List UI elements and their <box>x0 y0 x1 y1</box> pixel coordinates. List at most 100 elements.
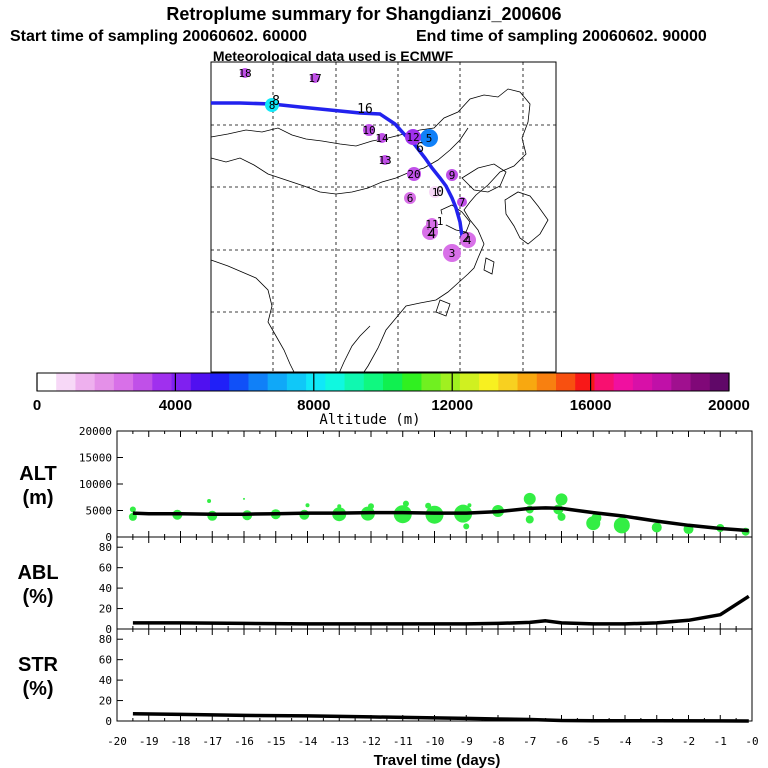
y-label-unit: (%) <box>22 586 53 608</box>
cluster-label: 1 <box>432 186 439 199</box>
x-tick-label: -10 <box>425 735 445 748</box>
cluster-label: 9 <box>449 169 456 182</box>
cluster-marker: 3 <box>443 244 461 262</box>
y-tick-label: 0 <box>105 715 112 728</box>
panel-frame <box>116 536 753 630</box>
alt-panel: 0 5000 10000 15000 20000 ALT(m) <box>19 425 753 544</box>
alt-scatter-point <box>463 523 470 530</box>
x-tick-label: -6 <box>555 735 568 748</box>
alt-scatter-point <box>305 503 310 508</box>
cluster-label: 13 <box>378 154 391 167</box>
colorbar-segment <box>171 373 192 391</box>
path-label: 2 <box>462 231 470 246</box>
colorbar-segment <box>690 373 711 391</box>
colorbar-segment <box>383 373 403 391</box>
colorbar-segment <box>113 373 134 391</box>
x-tick-label: -3 <box>650 735 663 748</box>
x-tick-label: -19 <box>139 735 159 748</box>
cluster-marker: 4 <box>460 232 476 248</box>
cluster-marker: 10 <box>362 124 376 137</box>
cluster-label: 6 <box>407 192 414 205</box>
x-tick-label: -15 <box>266 735 286 748</box>
y-tick-label: 20000 <box>79 425 112 438</box>
abl-panel: 0 20 40 60 80 ABL(%) <box>17 536 753 636</box>
y-tick-label: 40 <box>99 582 112 595</box>
colorbar-tick-label: 16000 <box>570 397 612 414</box>
cluster-marker: 6 <box>404 192 416 205</box>
cluster-label: 3 <box>449 247 456 260</box>
y-tick-label: 10000 <box>79 478 112 491</box>
subtitle-start: Start time of sampling 20060602. 60000 <box>10 28 307 45</box>
cluster-marker: 1 <box>429 186 441 199</box>
subtitle-met: Meteorological data used is ECMWF <box>213 48 454 64</box>
alt-scatter-point <box>591 512 602 523</box>
cluster-label: 17 <box>308 72 321 85</box>
x-tick-label: -13 <box>329 735 349 748</box>
y-tick-label: 15000 <box>79 452 112 465</box>
alt-scatter-point <box>243 497 245 500</box>
alt-scatter-point <box>402 500 409 507</box>
cluster-marker: 18 <box>238 67 251 80</box>
y-label: ALT <box>19 463 56 485</box>
colorbar-segment <box>37 373 57 391</box>
colorbar-segment <box>56 373 76 391</box>
colorbar-segment <box>286 373 307 391</box>
series-line <box>132 594 750 626</box>
cluster-marker: 20 <box>407 167 421 181</box>
series-line <box>132 506 749 533</box>
y-tick-label: 0 <box>105 531 112 544</box>
plume-path <box>211 101 466 243</box>
cluster-marker: 7 <box>457 196 467 209</box>
x-tick-label: -7 <box>523 735 536 748</box>
cluster-marker: 17 <box>308 72 321 85</box>
y-tick-label: 80 <box>99 541 112 554</box>
x-tick-label: -4 <box>618 735 632 748</box>
colorbar-segment <box>267 373 288 391</box>
y-tick-label: 0 <box>105 623 112 636</box>
cluster-label: 10 <box>362 124 375 137</box>
cluster-label: 20 <box>407 168 420 181</box>
cluster-label: 8 <box>269 99 276 112</box>
path-label: 6 <box>416 141 424 156</box>
cluster-label: 18 <box>238 67 251 80</box>
colorbar-segment <box>671 373 692 391</box>
colorbar-segment <box>652 373 672 391</box>
cluster-label: 2 <box>427 226 434 239</box>
x-tick-label: -16 <box>234 735 254 748</box>
colorbar-segment <box>152 373 173 391</box>
alt-scatter-point <box>337 504 342 509</box>
x-tick-label: -17 <box>202 735 222 748</box>
x-tick-label: -1 <box>714 735 727 748</box>
x-tick-label: -9 <box>460 735 473 748</box>
alt-scatter-point <box>207 498 212 503</box>
colorbar-tick-label: 8000 <box>297 397 330 414</box>
path-label: 16 <box>357 102 373 117</box>
series-line <box>132 712 749 723</box>
x-tick-label: -8 <box>491 735 504 748</box>
colorbar-segment <box>133 373 153 391</box>
colorbar-tick-label: 4000 <box>159 397 192 414</box>
cluster-marker: 11 <box>425 218 439 231</box>
x-tick-label: -5 <box>587 735 600 748</box>
chart-title: Retroplume summary for Shangdianzi_20060… <box>166 4 561 24</box>
alt-scatter-point <box>129 506 136 513</box>
colorbar-segment <box>536 373 557 391</box>
cluster-marker: 5 <box>420 129 438 147</box>
colorbar-tick-label: 20000 <box>708 397 750 414</box>
path-label: 4 <box>428 227 436 242</box>
cluster-label: 5 <box>426 132 433 145</box>
x-tick-label: -14 <box>298 735 318 748</box>
colorbar-segment <box>632 373 653 391</box>
cluster-marker: 9 <box>446 169 458 182</box>
map-coastlines <box>210 88 549 381</box>
colorbar-segment <box>248 373 269 391</box>
colorbar-segment <box>94 373 115 391</box>
x-tick-label: -0 <box>745 735 758 748</box>
x-tick-label: -11 <box>393 735 413 748</box>
y-tick-label: 5000 <box>86 505 113 518</box>
cluster-label: 14 <box>375 132 389 145</box>
x-axis-label: Travel time (days) <box>374 752 501 768</box>
